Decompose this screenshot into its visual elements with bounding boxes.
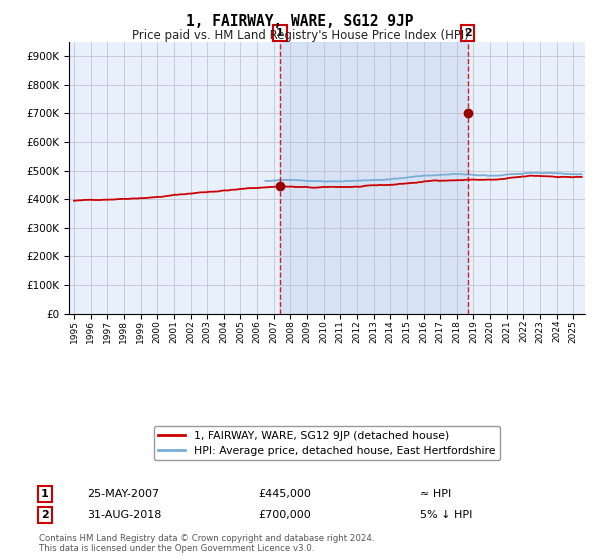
Text: Contains HM Land Registry data © Crown copyright and database right 2024.
This d: Contains HM Land Registry data © Crown c…: [39, 534, 374, 553]
Text: 5% ↓ HPI: 5% ↓ HPI: [420, 510, 472, 520]
Text: ≈ HPI: ≈ HPI: [420, 489, 451, 499]
Bar: [280, 42, 468, 314]
Text: 1: 1: [41, 489, 49, 499]
Text: Price paid vs. HM Land Registry's House Price Index (HPI): Price paid vs. HM Land Registry's House …: [131, 29, 469, 42]
Text: 1: 1: [276, 28, 284, 38]
Text: 25-MAY-2007: 25-MAY-2007: [87, 489, 159, 499]
Legend: 1, FAIRWAY, WARE, SG12 9JP (detached house), HPI: Average price, detached house,: 1, FAIRWAY, WARE, SG12 9JP (detached hou…: [154, 426, 500, 460]
Text: 1, FAIRWAY, WARE, SG12 9JP: 1, FAIRWAY, WARE, SG12 9JP: [186, 14, 414, 29]
Text: 31-AUG-2018: 31-AUG-2018: [87, 510, 161, 520]
Text: 2: 2: [41, 510, 49, 520]
Text: £700,000: £700,000: [258, 510, 311, 520]
Text: 2: 2: [464, 28, 472, 38]
Text: £445,000: £445,000: [258, 489, 311, 499]
